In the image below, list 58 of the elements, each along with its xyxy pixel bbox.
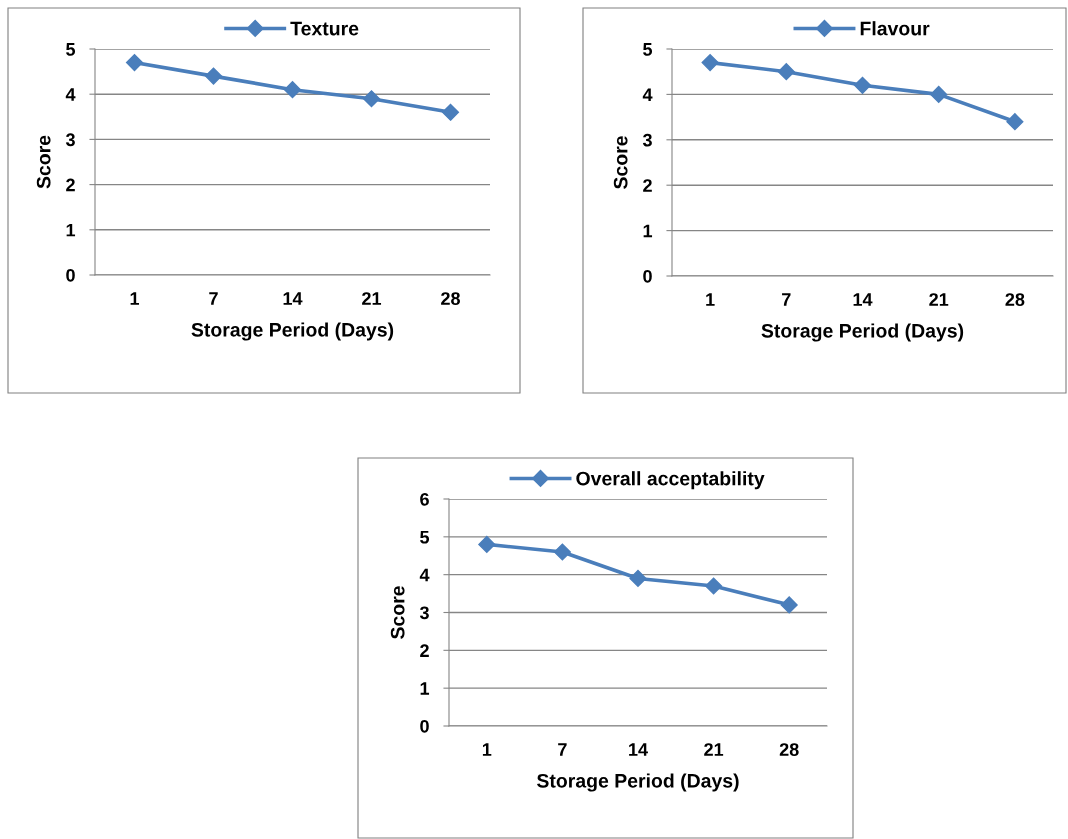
y-tick-label: 3: [642, 133, 652, 147]
point: [283, 81, 302, 99]
y-tick-label: 4: [642, 88, 653, 101]
y-tick-label: 3: [419, 606, 429, 620]
y-tick-label: 5: [420, 530, 430, 544]
y-tick-label: 1: [643, 224, 653, 238]
point: [362, 90, 381, 108]
point: [777, 63, 795, 81]
x-tick-label: 14: [853, 293, 873, 306]
point: [1006, 113, 1024, 131]
y-tick-label: 2: [643, 179, 652, 192]
point: [125, 54, 144, 72]
x-tick-label: 1: [482, 743, 492, 756]
y-tick-label: 2: [420, 644, 429, 657]
legend-label: Texture: [290, 21, 359, 36]
y-tick-label: 0: [643, 269, 652, 283]
x-tick-label: 1: [706, 293, 715, 306]
y-axis-title: Score: [613, 136, 628, 189]
point: [701, 54, 719, 72]
y-tick-label: 5: [66, 43, 76, 56]
point: [853, 76, 872, 94]
point: [441, 103, 460, 121]
point: [204, 67, 223, 85]
y-tick-label: 3: [65, 133, 75, 147]
y-axis-title: Score: [36, 135, 51, 189]
x-tick-label: 21: [362, 292, 382, 305]
point: [930, 85, 948, 103]
y-tick-label: 1: [66, 223, 76, 237]
x-tick-label: 28: [1005, 293, 1025, 306]
y-axis-title: Score: [390, 586, 405, 639]
point: [629, 569, 647, 588]
legend-label: Flavour: [860, 21, 930, 36]
y-tick-label: 1: [420, 682, 430, 695]
point: [705, 577, 723, 595]
y-tick-label: 2: [66, 178, 75, 192]
y-tick-label: 5: [643, 43, 653, 56]
x-tick-label: 14: [283, 292, 303, 305]
y-tick-label: 0: [420, 719, 429, 733]
x-axis-title: Storage Period (Days): [191, 322, 394, 341]
x-tick-label: 21: [704, 743, 724, 756]
y-tick-label: 4: [419, 568, 430, 582]
x-tick-label: 28: [441, 292, 460, 305]
x-tick-label: 7: [558, 743, 567, 756]
x-tick-label: 7: [209, 292, 218, 305]
y-tick-label: 0: [66, 268, 75, 282]
x-tick-label: 28: [779, 743, 799, 756]
legend-label: Overall acceptability: [576, 471, 765, 490]
x-tick-label: 7: [782, 293, 791, 306]
x-tick-label: 21: [929, 293, 949, 306]
x-tick-label: 14: [629, 743, 648, 756]
point: [553, 543, 571, 561]
x-axis-title: Storage Period (Days): [761, 323, 964, 342]
x-axis-title: Storage Period (Days): [536, 773, 739, 792]
y-tick-label: 6: [420, 492, 429, 506]
x-tick-label: 1: [130, 292, 140, 305]
point: [478, 535, 496, 553]
y-tick-label: 4: [65, 88, 76, 101]
point: [780, 596, 798, 614]
